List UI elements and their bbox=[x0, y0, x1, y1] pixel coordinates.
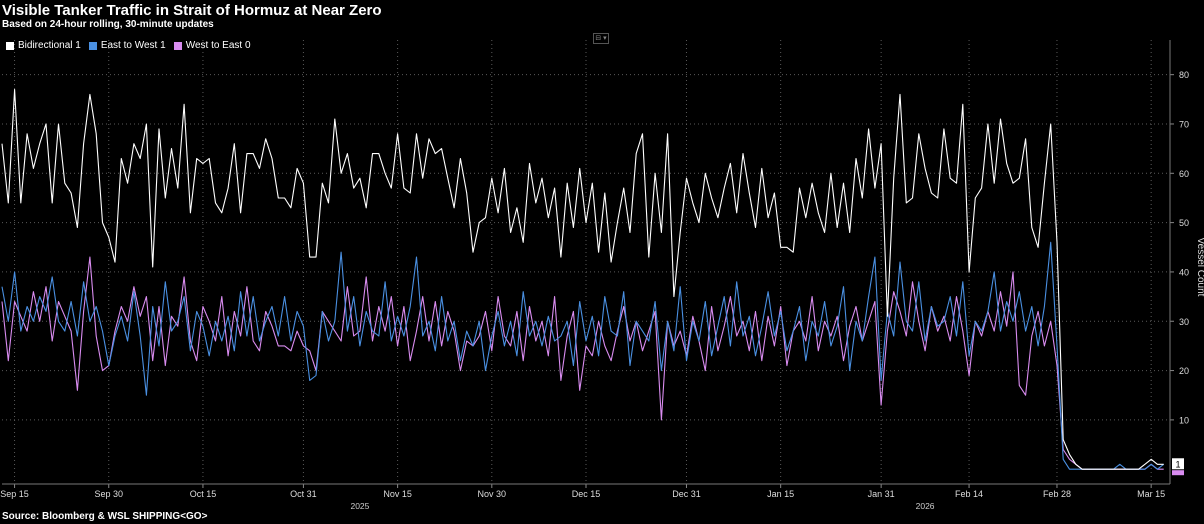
legend-item-bidirectional[interactable]: Bidirectional 1 bbox=[6, 40, 81, 51]
chart-menu-icon[interactable]: ⊟ ▾ bbox=[593, 33, 609, 44]
legend-label-east-to-west: East to West bbox=[100, 40, 158, 51]
legend-swatch-west-to-east bbox=[173, 41, 182, 50]
legend-label-bidirectional: Bidirectional bbox=[18, 40, 73, 51]
last-value-label-bidirectional: 1 bbox=[1175, 459, 1180, 469]
x-tick-label-4: Nov 15 bbox=[383, 489, 412, 499]
series-line-west-to-east bbox=[1, 256, 1164, 470]
x-tick-label-1: Sep 30 bbox=[94, 489, 123, 499]
legend-value-bidirectional: 1 bbox=[75, 40, 81, 51]
y-axis-label: Vessel Count bbox=[1195, 238, 1204, 297]
legend-item-east-to-west[interactable]: East to West 1 bbox=[88, 40, 166, 51]
year-label-2025: 2025 bbox=[350, 501, 369, 511]
legend-swatch-bidirectional bbox=[6, 41, 14, 50]
series-line-bidirectional bbox=[1, 88, 1164, 470]
x-tick-label-9: Jan 31 bbox=[868, 489, 895, 499]
y-tick-label-80: 80 bbox=[1179, 70, 1189, 80]
y-tick-label-50: 50 bbox=[1179, 218, 1189, 228]
legend-value-east-to-west: 1 bbox=[160, 40, 166, 51]
y-tick-label-40: 40 bbox=[1179, 267, 1189, 277]
y-tick-label-10: 10 bbox=[1179, 415, 1189, 425]
y-tick-label-20: 20 bbox=[1179, 366, 1189, 376]
y-tick-label-30: 30 bbox=[1179, 317, 1189, 327]
x-tick-label-11: Feb 28 bbox=[1043, 489, 1071, 499]
x-tick-label-8: Jan 15 bbox=[767, 489, 794, 499]
x-tick-label-6: Dec 15 bbox=[572, 489, 601, 499]
x-tick-label-2: Oct 15 bbox=[190, 489, 217, 499]
legend-value-west-to-east: 0 bbox=[244, 40, 251, 51]
legend-item-west-to-east[interactable]: West to East 0 bbox=[173, 40, 251, 51]
legend-swatch-east-to-west bbox=[88, 41, 97, 50]
y-tick-label-70: 70 bbox=[1179, 119, 1189, 129]
legend-label-west-to-east: West to East bbox=[185, 40, 243, 51]
last-value-marker-west-to-east bbox=[1172, 470, 1184, 476]
chart-legend: Bidirectional 1 East to West 1 West to E… bbox=[6, 40, 259, 51]
x-tick-label-10: Feb 14 bbox=[955, 489, 983, 499]
y-tick-label-60: 60 bbox=[1179, 169, 1189, 179]
x-tick-label-3: Oct 31 bbox=[290, 489, 317, 499]
last-value-marker-bidirectional bbox=[1172, 458, 1184, 470]
x-tick-label-5: Nov 30 bbox=[478, 489, 507, 499]
chart-source: Source: Bloomberg & WSL SHIPPING<GO> bbox=[2, 511, 208, 522]
chart-subtitle: Based on 24-hour rolling, 30-minute upda… bbox=[2, 19, 214, 30]
chart-title: Visible Tanker Traffic in Strait of Horm… bbox=[2, 2, 382, 19]
x-tick-label-0: Sep 15 bbox=[0, 489, 29, 499]
x-tick-label-12: Mar 15 bbox=[1137, 489, 1165, 499]
series-line-east-to-west bbox=[1, 241, 1165, 470]
year-label-2026: 2026 bbox=[916, 501, 935, 511]
x-tick-label-7: Dec 31 bbox=[672, 489, 701, 499]
